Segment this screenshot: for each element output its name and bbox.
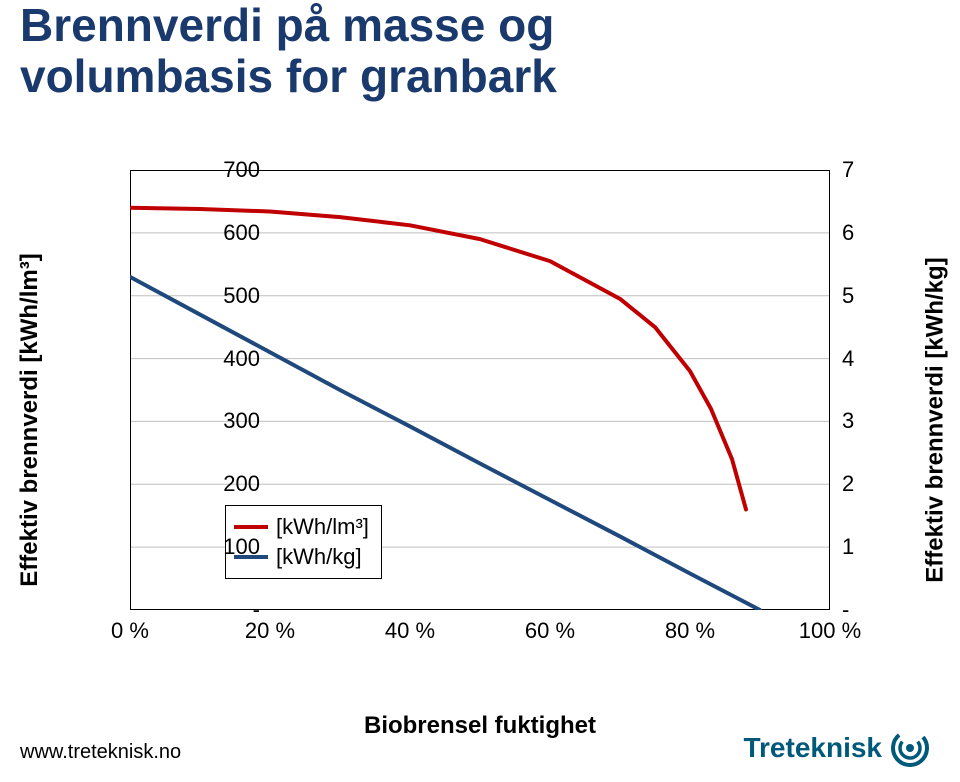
- y-right-tick: 7: [842, 157, 854, 183]
- legend-label-0: [kWh/lm³]: [276, 514, 369, 540]
- y-right-tick: 4: [842, 346, 854, 372]
- x-tick: 100 %: [799, 618, 861, 644]
- footer-url: www.treteknisk.no: [20, 741, 181, 764]
- logo-icon: [890, 728, 930, 768]
- y-right-tick: 1: [842, 534, 854, 560]
- y-left-tick: 100: [223, 534, 260, 560]
- legend-swatch-0: [234, 525, 268, 529]
- chart-container: Effektiv brennverdi [kWh/lm³] Effektiv b…: [60, 160, 900, 680]
- x-axis-label: Biobrensel fuktighet: [364, 712, 596, 740]
- logo: Treteknisk: [743, 728, 930, 768]
- slide-title: Brennverdi på masse og volumbasis for gr…: [20, 0, 557, 101]
- y-left-tick: 200: [223, 471, 260, 497]
- y-right-axis-label: Effektiv brennverdi [kWh/kg]: [921, 257, 949, 582]
- y-right-tick: 3: [842, 408, 854, 434]
- legend-label-1: [kWh/kg]: [276, 544, 362, 570]
- y-left-tick: 700: [223, 157, 260, 183]
- x-tick: 80 %: [665, 618, 715, 644]
- y-left-tick: 300: [223, 408, 260, 434]
- y-left-tick: 600: [223, 220, 260, 246]
- x-tick: 20 %: [245, 618, 295, 644]
- y-right-tick: 5: [842, 283, 854, 309]
- y-right-tick: 6: [842, 220, 854, 246]
- logo-text: Treteknisk: [743, 732, 882, 764]
- x-tick: 60 %: [525, 618, 575, 644]
- y-left-tick: 400: [223, 346, 260, 372]
- y-right-tick: 2: [842, 471, 854, 497]
- x-tick: 40 %: [385, 618, 435, 644]
- y-left-axis-label: Effektiv brennverdi [kWh/lm³]: [16, 253, 44, 586]
- y-left-tick: 500: [223, 283, 260, 309]
- x-tick: 0 %: [111, 618, 149, 644]
